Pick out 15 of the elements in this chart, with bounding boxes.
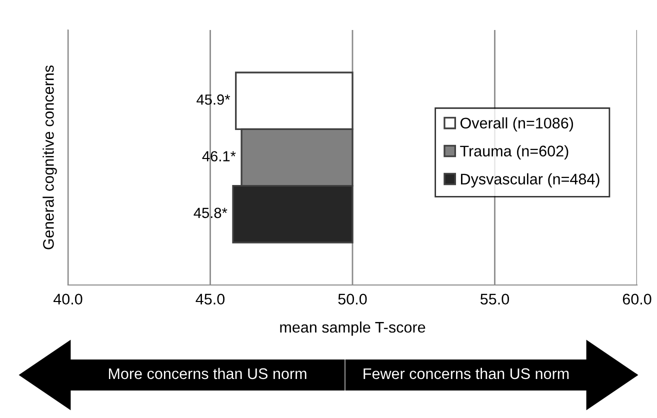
legend-label: Dysvascular (n=484) [461, 173, 600, 188]
x-tick-label: 60.0 [622, 294, 652, 305]
legend-label: Trauma (n=602) [460, 145, 568, 160]
text: Fewer concerns than US norm [364, 368, 569, 380]
data-label: 45.8* [194, 208, 228, 218]
x-axis-title: mean sample T-score [280, 321, 426, 336]
data-label: 45.9* [196, 94, 230, 105]
x-tick-label: 40.0 [53, 294, 82, 305]
y-axis-title: General cognitive concerns [42, 65, 57, 250]
x-tick-label: 50.0 [338, 294, 367, 305]
text: More concerns than US norm [108, 368, 306, 380]
data-label: 46.1* [202, 151, 236, 162]
legend-label: Overall (n=1086) [460, 117, 574, 132]
x-tick-label: 55.0 [480, 294, 510, 305]
x-tick-label: 45.0 [196, 294, 225, 305]
